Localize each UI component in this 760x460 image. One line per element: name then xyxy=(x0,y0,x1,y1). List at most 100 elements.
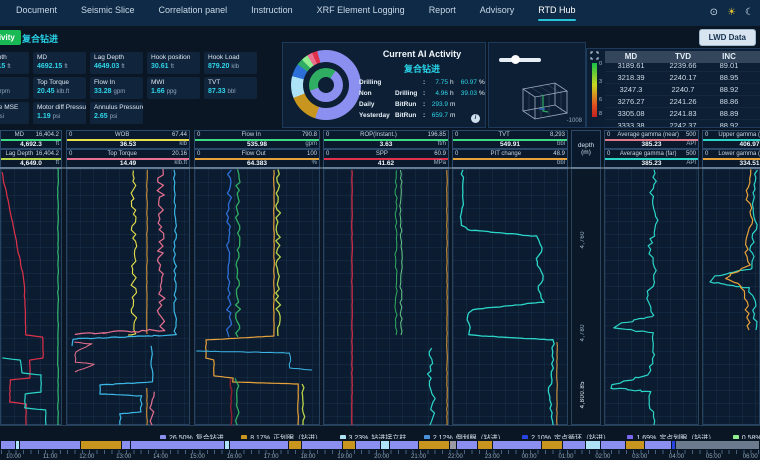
parameter-tile[interactable]: Hook Load 879.20 klb xyxy=(204,52,257,74)
track-curve-header[interactable]: 0 Flow In 790.8 535.98 gpm xyxy=(194,130,320,149)
activity-strip-segment[interactable] xyxy=(230,441,288,449)
legend-item[interactable]: 1.69% 定点划眼（钻进） xyxy=(627,433,715,439)
track-curve-header[interactable]: 0 TVT 8,293 549.91 bbl xyxy=(452,130,568,149)
track-curve-header[interactable]: 0 Top Torque 20.16 14.49 klb.ft xyxy=(66,149,190,168)
activity-strip-segment[interactable] xyxy=(302,441,342,449)
parameter-tile[interactable]: MWI 1.66 ppg xyxy=(147,77,200,99)
nav-tab[interactable]: Report xyxy=(429,0,456,26)
parameter-tile[interactable]: TVT 87.33 bbl xyxy=(204,77,257,99)
activity-strip-segment[interactable] xyxy=(356,441,380,449)
activity-strip-segment[interactable] xyxy=(586,441,600,449)
nav-tab[interactable]: RTD Hub xyxy=(538,0,576,26)
table-row[interactable]: 3218.39 2240.17 88.95 1 xyxy=(605,72,760,84)
legend-item[interactable]: 0.58% 原地暂停（钻进） xyxy=(732,433,760,439)
activity-strip-segment[interactable] xyxy=(626,441,644,449)
activity-strip-segment[interactable] xyxy=(131,441,224,449)
legend-item[interactable]: 3.23% 钻进接立柱 xyxy=(339,433,406,439)
activity-timeline-strip[interactable] xyxy=(1,441,759,449)
track-curve-header[interactable]: 0 SPP 60.9 41.62 MPa xyxy=(323,149,449,168)
activity-strip-segment[interactable] xyxy=(676,441,759,449)
track-curve-header[interactable]: MD 16,404.2 4,692.3 ft xyxy=(0,130,62,149)
activity-strip-segment[interactable] xyxy=(225,441,229,449)
track-curve-header[interactable]: Lag Depth 16,404.2 4,649.0 ft xyxy=(0,149,62,168)
activity-strip-segment[interactable] xyxy=(478,441,492,449)
ai-stat-row: Drilling : 7.75 h 60.97 % xyxy=(359,77,485,88)
track-curve-header[interactable]: 0 ROP(Instant.) 196.85 3.63 ft/h xyxy=(323,130,449,149)
activity-strip-segment[interactable] xyxy=(122,441,130,449)
parameter-tile[interactable]: MD 4692.15 ft xyxy=(33,52,86,74)
activity-strip-segment[interactable] xyxy=(563,441,585,449)
nav-tab[interactable]: XRF Element Logging xyxy=(317,0,405,26)
curve-min: 0 xyxy=(705,132,709,138)
table-row[interactable]: 3305.08 2241.83 88.89 1 xyxy=(605,108,760,120)
activity-strip-segment[interactable] xyxy=(343,441,355,449)
activity-strip-segment[interactable] xyxy=(450,441,456,449)
view-slider[interactable] xyxy=(499,55,541,64)
activity-strip-segment[interactable] xyxy=(81,441,121,449)
activity-strip-segment[interactable] xyxy=(601,441,625,449)
activity-strip-segment[interactable] xyxy=(419,441,449,449)
track-curve-header[interactable]: 0 Upper gamma (near) 500 406.97 API xyxy=(702,130,760,149)
curve-min: 0 xyxy=(705,151,709,157)
track-curve-header[interactable]: 0 Flow Out 100 64.383 % xyxy=(194,149,320,168)
parameter-tile[interactable]: Top Torque 20.45 klb.ft xyxy=(33,77,86,99)
activity-strip-segment[interactable] xyxy=(1,441,15,449)
theme-moon-icon[interactable]: ☾ xyxy=(745,7,754,18)
parameter-tile[interactable]: Flow In 33.28 gpm xyxy=(90,77,143,99)
legend-item[interactable]: 26.50% 复合钻进 xyxy=(160,433,224,439)
activity-strip-segment[interactable] xyxy=(672,441,675,449)
parameter-tile[interactable]: Lag Depth 4649.03 ft xyxy=(90,52,143,74)
parameter-tile[interactable]: Surface MSE 1.25Ksi xyxy=(0,102,29,124)
theme-sun-icon[interactable]: ☀ xyxy=(727,7,737,18)
activity-strip-segment[interactable] xyxy=(381,441,389,449)
table-row[interactable]: 3247.3 2240.7 88.92 1 xyxy=(605,84,760,96)
table-row[interactable]: 3276.27 2241.26 88.86 1 xyxy=(605,96,760,108)
track-wob-torque[interactable] xyxy=(66,168,190,425)
nav-tab[interactable]: Correlation panel xyxy=(159,0,228,26)
track-curve-header[interactable]: 0 Average gamma (far) 500 385.23 API xyxy=(604,149,699,168)
track-gamma-average[interactable] xyxy=(604,168,699,425)
depth-scale-label: 4,800.85 xyxy=(580,381,586,409)
expand-icon[interactable] xyxy=(590,51,599,60)
track-curve-header[interactable]: 0 PIT change 48.9 bbl xyxy=(452,149,568,168)
activity-strip-segment[interactable] xyxy=(289,441,301,449)
info-icon[interactable]: i xyxy=(471,114,480,123)
curve-unit: ft xyxy=(55,141,59,147)
survey-table[interactable]: MD TVD INC 3189.61 2239.66 89.01 1 3218.… xyxy=(605,51,760,127)
track-curve-header[interactable]: 0 Average gamma (near) 500 385.23 API xyxy=(604,130,699,149)
table-row[interactable]: 3189.61 2239.66 89.01 1 xyxy=(605,60,760,72)
activity-strip-segment[interactable] xyxy=(16,441,19,449)
activity-strip-segment[interactable] xyxy=(20,441,80,449)
nav-tab[interactable]: Seismic Slice xyxy=(81,0,135,26)
legend-item[interactable]: 2.12% 倒划眼（钻进） xyxy=(423,433,505,439)
track-depth-md[interactable] xyxy=(0,168,62,425)
nav-tab[interactable]: Advisory xyxy=(480,0,515,26)
parameter-tile[interactable]: RPM 43.20rpm xyxy=(0,77,29,99)
wellbore-3d-cube[interactable] xyxy=(515,75,569,121)
legend-item[interactable]: 2.10% 定点循环（钻进） xyxy=(522,433,610,439)
track-curve-header[interactable]: 0 Lower gamma (near) 500 334.51 API xyxy=(702,149,760,168)
activity-strip-segment[interactable] xyxy=(390,441,418,449)
activity-strip-segment[interactable] xyxy=(645,441,671,449)
lwd-data-button[interactable]: LWD Data xyxy=(698,29,756,46)
slider-knob[interactable] xyxy=(511,55,520,64)
nav-tab[interactable]: Instruction xyxy=(251,0,293,26)
activity-strip-segment[interactable] xyxy=(493,441,541,449)
activity-strip-segment[interactable] xyxy=(542,441,562,449)
ai-activity-badge[interactable]: AI Activity xyxy=(0,30,21,45)
activity-donut-chart[interactable] xyxy=(291,50,361,120)
table-row[interactable]: 3333.38 2242.37 88.92 2 xyxy=(605,120,760,127)
nav-tab[interactable]: Document xyxy=(16,0,57,26)
track-tvt-pit[interactable] xyxy=(452,168,568,425)
track-curve-header[interactable]: 0 WOB 67.44 36.53 klb xyxy=(66,130,190,149)
track-flow[interactable] xyxy=(194,168,320,425)
track-gamma-upper-lower[interactable] xyxy=(702,168,760,425)
track-rop-spp[interactable] xyxy=(323,168,449,425)
activity-strip-segment[interactable] xyxy=(457,441,477,449)
target-icon[interactable]: ⊙ xyxy=(709,7,719,18)
parameter-tile[interactable]: Hook position 30.61 ft xyxy=(147,52,200,74)
legend-item[interactable]: 8.17% 正划眼（钻进） xyxy=(241,433,322,439)
